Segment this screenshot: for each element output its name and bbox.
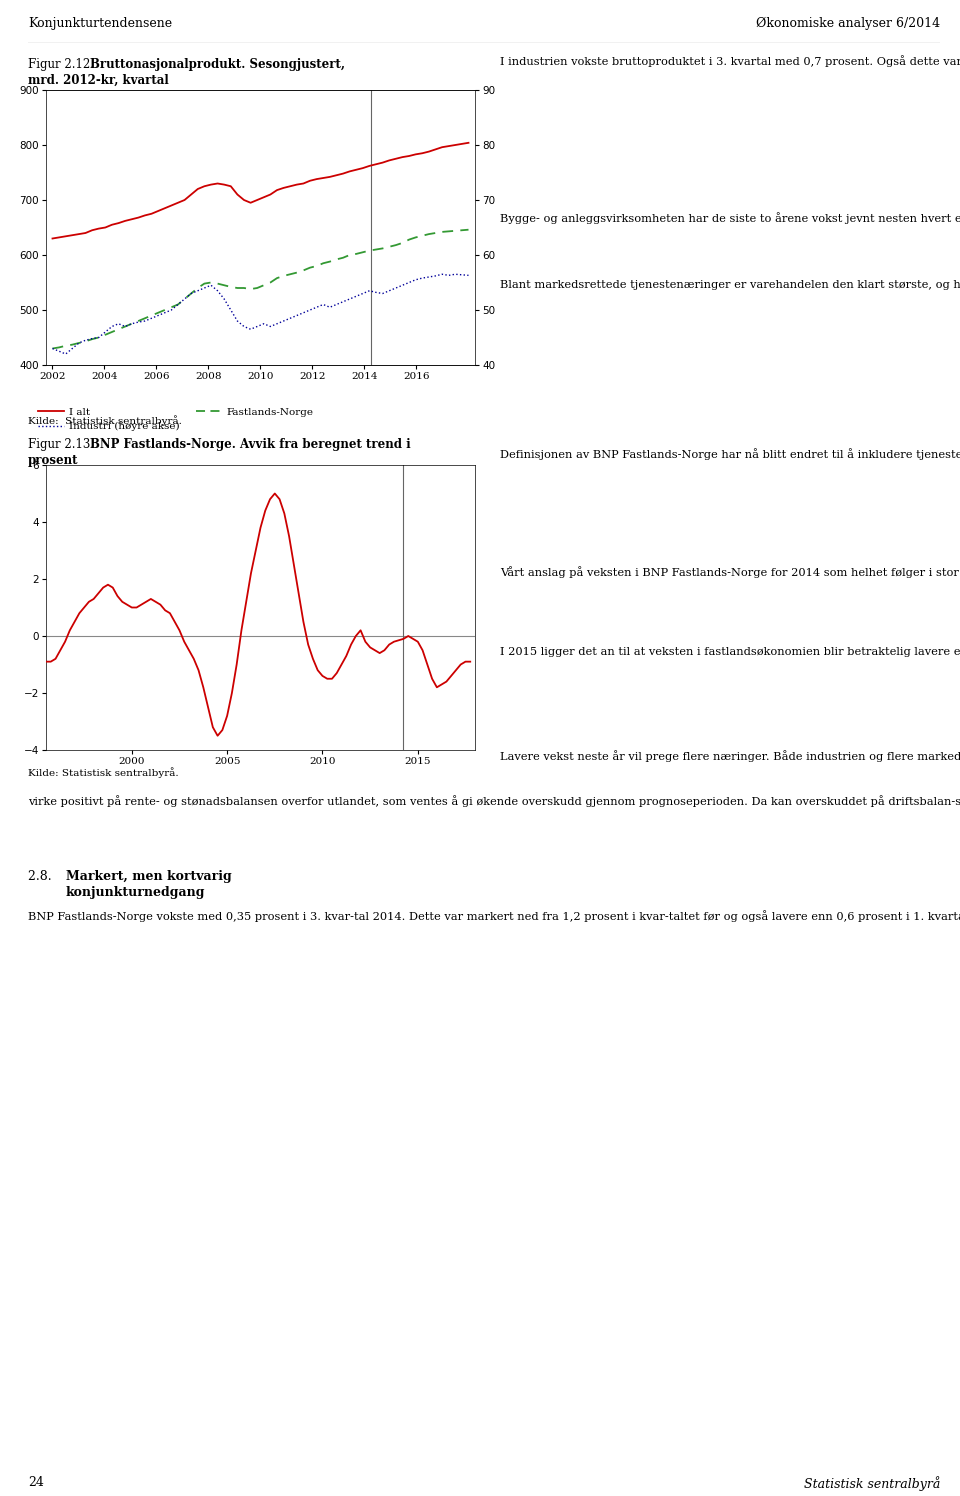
Text: I 2015 ligger det an til at veksten i fastlandsøkonomien blir betraktelig lavere: I 2015 ligger det an til at veksten i fa… bbox=[500, 645, 960, 657]
Text: Økonomiske analyser 6/2014: Økonomiske analyser 6/2014 bbox=[756, 16, 940, 30]
Text: Markert, men kortvarig: Markert, men kortvarig bbox=[66, 871, 231, 883]
Text: 24: 24 bbox=[28, 1477, 44, 1489]
Text: Figur 2.13.: Figur 2.13. bbox=[28, 438, 98, 450]
Text: Lavere vekst neste år vil prege flere næringer. Både industrien og flere markeds: Lavere vekst neste år vil prege flere næ… bbox=[500, 749, 960, 761]
Text: Konjunkturtendensene: Konjunkturtendensene bbox=[28, 16, 172, 30]
Text: Statistisk sentralbyrå: Statistisk sentralbyrå bbox=[804, 1477, 940, 1492]
Text: Kilde:  Statistisk sentralbyrå.: Kilde: Statistisk sentralbyrå. bbox=[28, 414, 181, 426]
Text: Bruttonasjonalprodukt. Sesongjustert,: Bruttonasjonalprodukt. Sesongjustert, bbox=[90, 58, 345, 70]
Text: Definisjonen av BNP Fastlands-Norge har nå blitt endret til å inkludere tjeneste: Definisjonen av BNP Fastlands-Norge har … bbox=[500, 447, 960, 459]
Text: Figur 2.12.: Figur 2.12. bbox=[28, 58, 98, 70]
Text: Blant markedsrettede tjenestenæringer er varehandelen den klart største, og her : Blant markedsrettede tjenestenæringer er… bbox=[500, 278, 960, 290]
Text: mrd. 2012-kr, kvartal: mrd. 2012-kr, kvartal bbox=[28, 73, 169, 87]
Text: 2.8.: 2.8. bbox=[28, 871, 64, 883]
Text: I industrien vokste bruttoproduktet i 3. kvartal med 0,7 prosent. Også dette var: I industrien vokste bruttoproduktet i 3.… bbox=[500, 55, 960, 67]
Text: BNP Fastlands-Norge vokste med 0,35 prosent i 3. kvar­tal 2014. Dette var marker: BNP Fastlands-Norge vokste med 0,35 pros… bbox=[28, 910, 960, 922]
Legend: I alt, Industri (høyre akse), Fastlands-Norge: I alt, Industri (høyre akse), Fastlands-… bbox=[34, 404, 318, 435]
Text: virke positivt på rente- og stønadsbalansen overfor utlandet, som ventes å gi øk: virke positivt på rente- og stønadsbalan… bbox=[28, 794, 960, 806]
Text: BNP Fastlands-Norge. Avvik fra beregnet trend i: BNP Fastlands-Norge. Avvik fra beregnet … bbox=[90, 438, 411, 450]
Text: konjunkturnedgang: konjunkturnedgang bbox=[66, 886, 205, 899]
Text: Bygge- og anleggsvirksomheten har de siste to årene vokst jevnt nesten hvert ene: Bygge- og anleggsvirksomheten har de sis… bbox=[500, 212, 960, 224]
Text: Vårt anslag på veksten i BNP Fastlands-Norge for 2014 som helhet følger i stor g: Vårt anslag på veksten i BNP Fastlands-N… bbox=[500, 565, 960, 577]
Text: prosent: prosent bbox=[28, 453, 79, 467]
Text: Kilde: Statistisk sentralbyrå.: Kilde: Statistisk sentralbyrå. bbox=[28, 767, 179, 778]
